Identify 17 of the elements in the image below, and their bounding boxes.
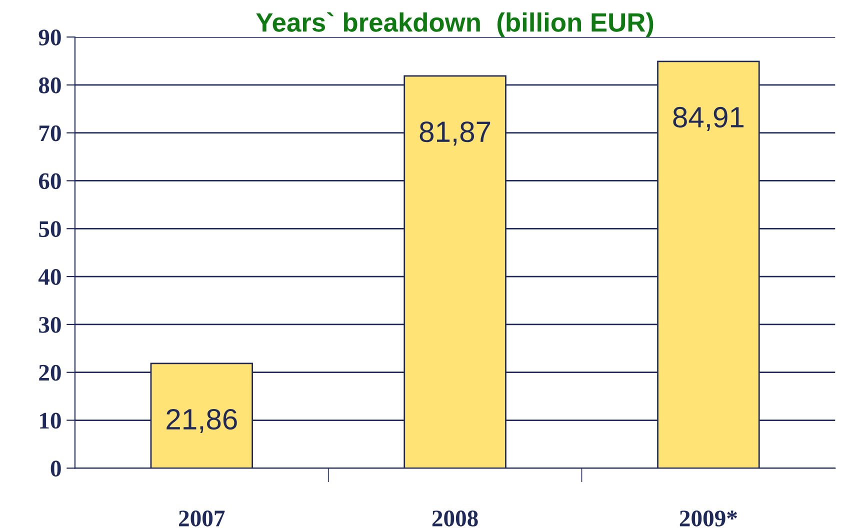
y-tick-label: 50 bbox=[39, 221, 61, 238]
y-tick-label: 90 bbox=[38, 30, 61, 46]
data-label: 84,91 bbox=[673, 106, 744, 132]
x-tick-label: 2008 bbox=[432, 510, 478, 526]
chart-title: Years` breakdown (billion EUR) bbox=[256, 12, 654, 38]
y-tick-label: 0 bbox=[50, 460, 61, 477]
y-tick-label: 60 bbox=[38, 173, 61, 190]
data-label: 21,86 bbox=[166, 408, 237, 434]
y-tick-label: 20 bbox=[39, 364, 61, 381]
y-tick-label: 10 bbox=[40, 412, 61, 429]
y-tick-label: 40 bbox=[38, 269, 61, 285]
x-tick-label: 2007 bbox=[179, 510, 225, 526]
x-tick-label: 2009* bbox=[680, 510, 737, 526]
data-label: 81,87 bbox=[420, 121, 490, 146]
y-tick-label: 30 bbox=[39, 316, 61, 333]
y-tick-label: 70 bbox=[40, 125, 61, 142]
y-tick-label: 80 bbox=[38, 77, 61, 94]
